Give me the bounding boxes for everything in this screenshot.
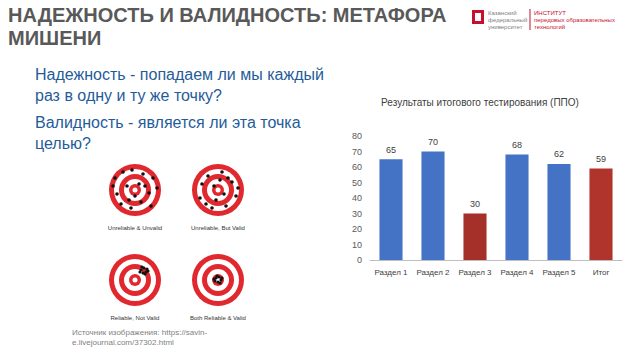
svg-text:20: 20 bbox=[352, 224, 362, 234]
svg-text:Раздел 2: Раздел 2 bbox=[416, 268, 450, 277]
svg-text:50: 50 bbox=[352, 178, 362, 188]
svg-text:Казанский: Казанский bbox=[488, 10, 517, 16]
svg-text:Раздел 5: Раздел 5 bbox=[542, 268, 576, 277]
svg-text:40: 40 bbox=[352, 193, 362, 203]
svg-text:0: 0 bbox=[357, 255, 362, 265]
svg-text:Both Reliable & Valid: Both Reliable & Valid bbox=[190, 315, 246, 321]
svg-text:технологий: технологий bbox=[534, 24, 565, 30]
svg-text:30: 30 bbox=[352, 209, 362, 219]
svg-text:70: 70 bbox=[428, 137, 438, 147]
svg-text:передовых образовательных: передовых образовательных bbox=[534, 17, 615, 23]
svg-text:60: 60 bbox=[352, 162, 362, 172]
svg-text:59: 59 bbox=[596, 154, 606, 164]
html-text:Валидность - является ли эта т: Валидность - является ли эта точка целью… bbox=[35, 114, 301, 152]
html-text:Надежность - попадаем ли мы ка: Надежность - попадаем ли мы каждый раз в… bbox=[35, 66, 324, 104]
svg-text:ИНСТИТУТ: ИНСТИТУТ bbox=[534, 10, 566, 16]
svg-text:университет: университет bbox=[488, 24, 523, 30]
svg-text:Итог: Итог bbox=[593, 268, 610, 277]
html-text:МИШЕНИ: МИШЕНИ bbox=[8, 27, 102, 49]
svg-text:Unreliable, But Valid: Unreliable, But Valid bbox=[191, 225, 245, 231]
svg-text:68: 68 bbox=[512, 140, 522, 150]
svg-text:Раздел 4: Раздел 4 bbox=[500, 268, 534, 277]
svg-text:федеральный: федеральный bbox=[488, 17, 527, 23]
svg-text:62: 62 bbox=[554, 149, 564, 159]
svg-text:Раздел 1: Раздел 1 bbox=[374, 268, 408, 277]
html-text:НАДЕЖНОСТЬ И ВАЛИДНОСТЬ: МЕТАФ: НАДЕЖНОСТЬ И ВАЛИДНОСТЬ: МЕТАФОРА bbox=[8, 4, 447, 26]
svg-text:10: 10 bbox=[352, 240, 362, 250]
svg-text:Раздел 3: Раздел 3 bbox=[458, 268, 492, 277]
svg-text:Unreliable & Unvalid: Unreliable & Unvalid bbox=[108, 225, 162, 231]
svg-text:30: 30 bbox=[470, 199, 480, 209]
svg-text:80: 80 bbox=[352, 131, 362, 141]
svg-text:Reliable, Not Valid: Reliable, Not Valid bbox=[111, 315, 160, 321]
html-text:Источник изображения: https://: Источник изображения: https://savin-e.li… bbox=[72, 328, 208, 347]
svg-text:70: 70 bbox=[352, 147, 362, 157]
svg-text:Результаты итогового тестирова: Результаты итогового тестирования (ППО) bbox=[381, 97, 579, 108]
svg-text:65: 65 bbox=[386, 145, 396, 155]
